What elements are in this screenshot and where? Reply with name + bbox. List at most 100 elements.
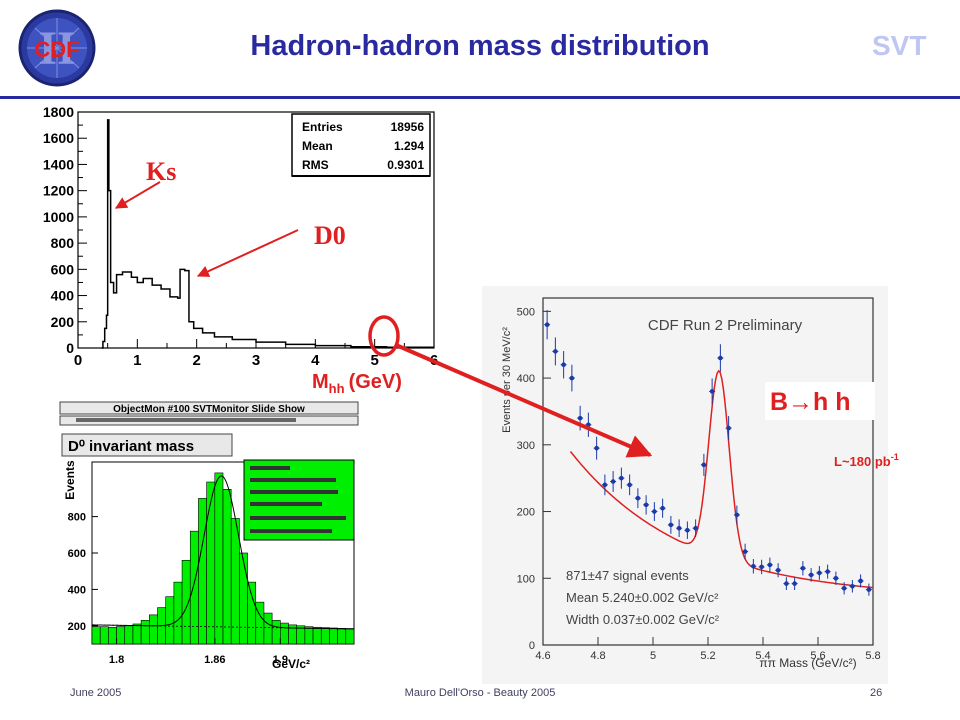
bhh-data-point [544,322,550,327]
bhh-data-point [668,522,674,528]
mhh-y-tick-label: 1400 [43,156,74,172]
footer-page-number: 26 [870,687,883,699]
bhh-data-point [841,585,847,591]
d0-bin [149,614,158,645]
bhh-data-point [627,482,632,488]
stats-entries-label: Entries [302,120,343,134]
bhh-data-point [742,549,748,554]
bhh-data-point [602,482,608,488]
ks-arrow [114,181,161,209]
d0-y-label: Events [63,460,77,500]
mhh-stats-box: Entries 18956 Mean 1.294 RMS 0.9301 [291,113,431,177]
mhh-y-tick-label: 1800 [43,104,74,120]
bhh-data-point [726,425,731,431]
d0-arrow [196,229,299,277]
bhh-data-point [850,583,855,589]
bhh-y-label: Events per 30 MeV/c² [501,327,513,433]
bhh-x-label: ππ Mass (GeV/c²) [759,656,856,670]
d0-bin [337,628,347,645]
svg-text:II: II [38,22,75,75]
mhh-y-tick-label: 200 [51,314,75,330]
d0-bin [189,530,199,645]
bhh-data-point [784,581,789,586]
stats-entries-value: 18956 [391,120,425,134]
d0-panel-header [59,401,359,415]
mhh-y-tick-label: 1200 [43,183,74,199]
bhh-data-point [808,572,814,578]
stats-rms-label: RMS [302,158,329,172]
bhh-data-point [619,475,624,481]
title-divider [0,96,960,99]
bhh-x-tick-label: 5.6 [810,650,825,662]
d0-bin [91,626,101,645]
mhh-x-tick-label: 5 [370,352,378,369]
bhh-x-tick-label: 5.2 [700,650,715,662]
bhh-x-tick-label: 5.4 [755,650,770,662]
d0-bin [239,552,248,645]
d0-annotation: D0 [314,221,346,250]
ks-annotation: Ks [146,157,176,186]
bhh-width: Width 0.037±0.002 GeV/c² [566,612,720,627]
d0-panel-header-text: ObjectMon #100 SVTMonitor Slide Show [113,404,305,415]
d0-bin [255,601,265,645]
d0-bin [116,626,126,645]
bhh-panel: CDF Run 2 Preliminary Events per 30 MeV/… [482,286,888,684]
bhh-x-tick-label: 4.6 [535,650,550,662]
d0-bin [198,498,207,645]
d0-bin [181,559,191,645]
bhh-label-box: B→h h [765,382,875,420]
bhh-data-point [643,502,649,508]
bhh-data-point [561,362,566,368]
cdf-logo-text: CDF [34,37,79,62]
bhh-fit-curve [569,369,874,589]
bhh-data-point [652,509,657,514]
d0-x-tick-label: 1.9 [273,654,288,666]
d0-bin [320,627,330,645]
bhh-y-tick-label: 100 [517,573,535,585]
footer-author: Mauro Dell'Orso - Beauty 2005 [404,687,556,699]
bhh-data-point [701,462,707,468]
d0-bin [173,581,183,645]
d0-fit-curve [91,475,355,630]
d0-y-tick-label: 200 [68,621,86,633]
bhh-y-tick-label: 200 [517,507,535,519]
d0-x-tick-label: 1.86 [204,654,225,666]
stats-mean-value: 1.294 [394,139,424,153]
d0-x-label: GeV/c² [272,657,310,671]
stats-rms-value: 0.9301 [387,158,424,172]
bhh-mean: Mean 5.240±0.002 GeV/c² [566,590,719,605]
bhh-y-tick-label: 300 [517,440,535,452]
d0-bin [99,626,109,645]
d0-fit-info-box [243,459,355,541]
bhh-x-tick-label: 4.8 [590,650,605,662]
mhh-y-tick-label: 600 [51,261,75,277]
d0-title: D⁰ invariant mass [68,438,194,455]
bhh-data-point [751,563,756,569]
bhh-data-point [709,389,715,394]
d0-bin [230,518,240,645]
d0-bin [222,488,232,645]
bhh-data-point [577,415,583,421]
mhh-x-tick-label: 0 [74,352,82,369]
bhh-data-point [792,581,797,586]
bhh-x-tick-label: 5 [650,650,656,662]
mhh-x-tick-label: 3 [252,352,260,369]
bhh-data-point [759,564,764,570]
d0-bin [345,628,355,645]
mhh-histogram-line [101,119,434,349]
mhh-y-tick-label: 800 [51,235,75,251]
bhh-label: B→h h [770,388,851,416]
bhh-y-tick-label: 400 [517,373,535,385]
d0-bin [108,626,117,645]
bhh-data-point [833,575,839,581]
bhh-y-tick-label: 0 [529,640,535,652]
bhh-x-tick-label: 5.8 [865,650,880,662]
d0-bin [124,625,134,645]
d0-bin [280,622,289,645]
bhh-data-point [775,567,781,573]
bhh-data-point [817,570,822,576]
bhh-data-point [718,355,723,361]
d0-bin [165,596,175,645]
bhh-signal-events: 871±47 signal events [566,568,689,583]
